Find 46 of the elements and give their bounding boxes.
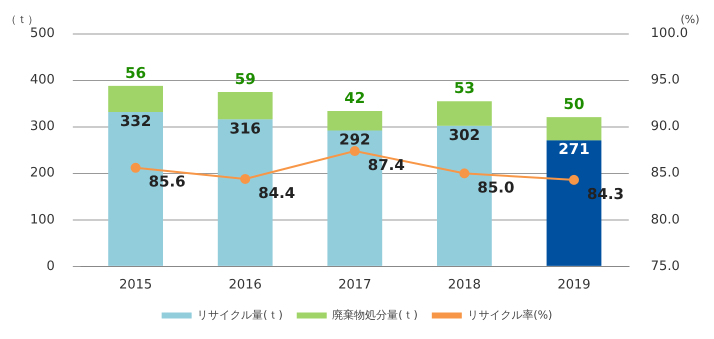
legend-label: リサイクル率(%) bbox=[467, 308, 552, 322]
data-label: 87.4 bbox=[368, 156, 405, 174]
x-tick-label: 2015 bbox=[119, 278, 152, 293]
data-label: 332 bbox=[120, 112, 152, 130]
data-label: 59 bbox=[234, 70, 256, 88]
data-label: 50 bbox=[564, 94, 584, 113]
bar bbox=[546, 117, 602, 140]
y-tick-label: 200 bbox=[30, 166, 55, 181]
y2-tick-label: 90.0 bbox=[650, 119, 680, 134]
y2-tick-label: 80.0 bbox=[650, 212, 680, 228]
data-label: 316 bbox=[230, 119, 261, 138]
y-tick-label: 300 bbox=[30, 119, 55, 134]
x-tick-label: 2016 bbox=[228, 278, 262, 293]
point bbox=[130, 162, 141, 173]
data-label: 53 bbox=[454, 79, 475, 98]
data-label: 292 bbox=[339, 130, 370, 148]
x-tick-label: 2018 bbox=[448, 278, 481, 293]
x-tick-label: 2019 bbox=[557, 278, 591, 293]
data-label: 85.0 bbox=[477, 178, 514, 196]
bar bbox=[327, 111, 382, 131]
legend-label: 廃棄物処分量(ｔ) bbox=[332, 308, 418, 322]
bar bbox=[436, 101, 492, 126]
y2-axis-title: (%) bbox=[680, 12, 700, 26]
data-label: 42 bbox=[344, 88, 366, 107]
legend-label: リサイクル量(ｔ) bbox=[197, 308, 283, 322]
point bbox=[459, 168, 470, 178]
y2-tick-label: 95.0 bbox=[650, 72, 680, 88]
x-tick-label: 2017 bbox=[338, 278, 372, 293]
y2-tick-label: 85.0 bbox=[650, 166, 680, 181]
y-axis-title: （ｔ） bbox=[6, 12, 38, 26]
bar bbox=[108, 86, 164, 112]
y-tick-label: 100 bbox=[30, 212, 55, 228]
data-label: 56 bbox=[125, 64, 146, 82]
data-label: 85.6 bbox=[148, 172, 186, 191]
data-label: 84.4 bbox=[258, 184, 296, 202]
y-tick-label: 500 bbox=[30, 26, 55, 42]
y-tick-label: 0 bbox=[46, 258, 55, 274]
bar bbox=[218, 92, 273, 120]
y2-tick-label: 75.0 bbox=[650, 258, 680, 274]
point bbox=[568, 174, 579, 185]
point bbox=[350, 146, 360, 156]
data-label: 302 bbox=[448, 126, 480, 144]
data-label: 271 bbox=[558, 140, 590, 158]
y-tick-label: 400 bbox=[30, 72, 55, 88]
point bbox=[240, 174, 250, 184]
y2-tick-label: 100.0 bbox=[650, 26, 688, 42]
